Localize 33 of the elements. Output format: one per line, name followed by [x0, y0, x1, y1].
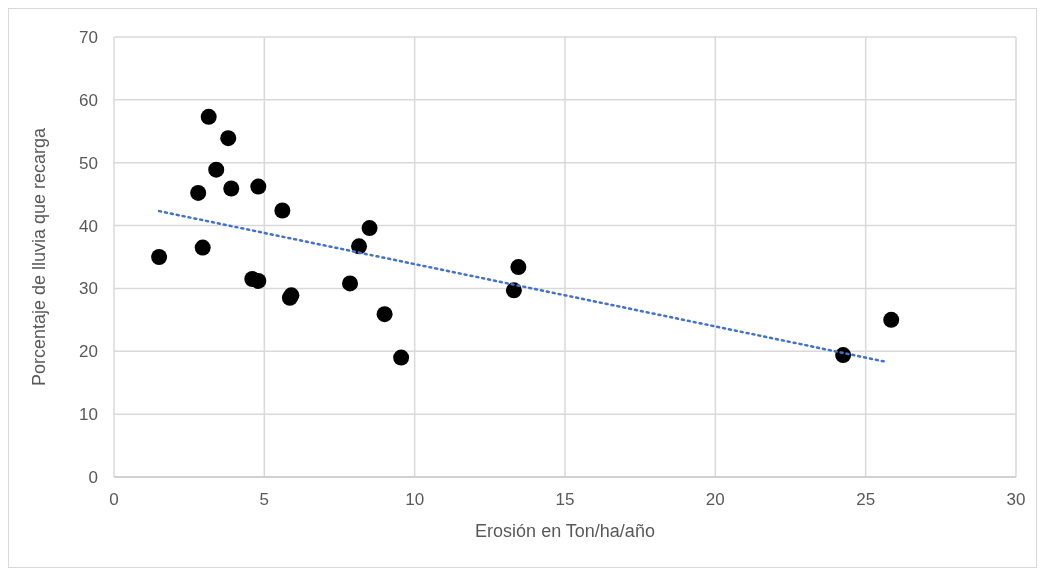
point: [342, 275, 359, 292]
y-tick-label: 30: [79, 279, 98, 299]
point: [250, 178, 267, 195]
point: [194, 239, 211, 256]
y-tick-label: 20: [79, 342, 98, 362]
y-tick-label: 0: [88, 468, 98, 488]
point: [376, 306, 393, 323]
y-tick-label: 60: [79, 90, 98, 110]
x-tick-label: 20: [705, 490, 725, 510]
point: [274, 202, 291, 219]
x-tick-label: 15: [555, 490, 575, 510]
x-tick-label: 5: [259, 490, 270, 510]
point: [223, 180, 240, 197]
point: [393, 349, 410, 366]
point: [510, 259, 527, 276]
point: [151, 249, 168, 265]
point: [361, 220, 378, 237]
point: [505, 282, 522, 299]
point: [200, 108, 217, 125]
point: [190, 184, 207, 201]
x-tick-label: 10: [405, 490, 425, 510]
y-tick-label: 50: [79, 153, 98, 173]
y-tick-label: 70: [79, 28, 98, 48]
x-tick-label: 30: [1006, 490, 1026, 510]
x-axis-title: Erosión en Ton/ha/año: [475, 521, 655, 541]
point: [220, 130, 237, 147]
y-tick-label: 10: [79, 405, 98, 425]
y-axis-title: Porcentaje de lluvia que recarga: [29, 126, 50, 387]
x-tick-label: 0: [109, 490, 119, 510]
y-tick-label: 40: [79, 216, 98, 236]
point: [208, 161, 225, 178]
x-tick-label: 25: [856, 490, 876, 510]
point: [883, 311, 900, 328]
